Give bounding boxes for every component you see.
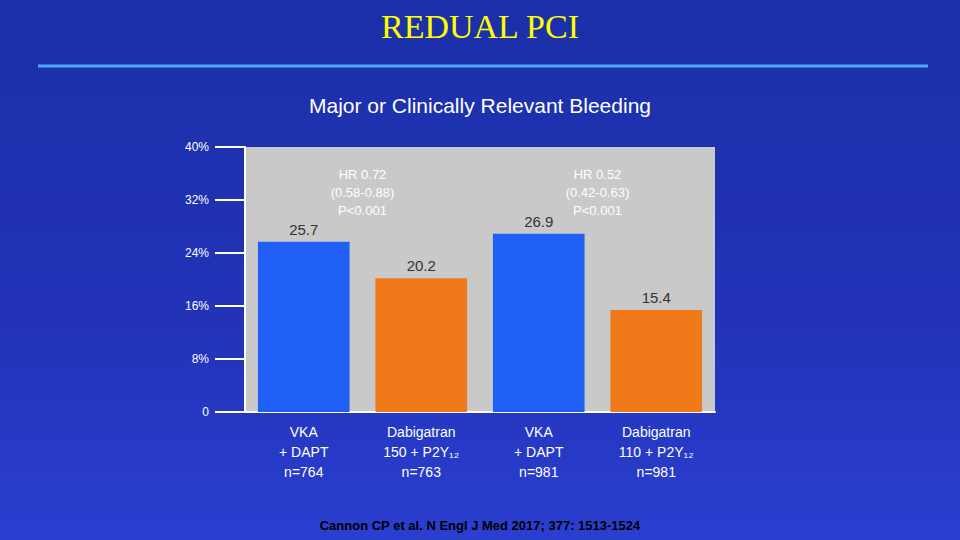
svg-text:REDUAL PCI: REDUAL PCI (381, 8, 579, 45)
svg-text:HR 0.52: HR 0.52 (574, 167, 622, 182)
svg-text:n=763: n=763 (402, 464, 442, 480)
svg-text:32%: 32% (185, 193, 209, 207)
svg-text:HR 0.72: HR 0.72 (339, 167, 387, 182)
svg-text:+ DAPT: + DAPT (514, 444, 564, 460)
svg-text:Dabigatran: Dabigatran (387, 424, 456, 440)
svg-text:(0.42-0.63): (0.42-0.63) (566, 185, 630, 200)
svg-text:n=981: n=981 (637, 464, 677, 480)
svg-text:16%: 16% (185, 299, 209, 313)
svg-text:24%: 24% (185, 246, 209, 260)
svg-text:+ DAPT: + DAPT (279, 444, 329, 460)
svg-text:n=981: n=981 (519, 464, 559, 480)
svg-text:20.2: 20.2 (407, 257, 436, 274)
svg-text:n=764: n=764 (284, 464, 324, 480)
svg-text:25.7: 25.7 (289, 221, 318, 238)
svg-text:VKA: VKA (525, 424, 554, 440)
svg-text:VKA: VKA (290, 424, 319, 440)
svg-text:110 + P2Y₁₂: 110 + P2Y₁₂ (619, 444, 694, 460)
svg-text:150 + P2Y₁₂: 150 + P2Y₁₂ (383, 444, 459, 460)
svg-text:0: 0 (202, 405, 209, 419)
svg-text:(0.58-0.88): (0.58-0.88) (331, 185, 395, 200)
svg-text:Cannon CP et al. N Engl J Med: Cannon CP et al. N Engl J Med 2017; 377:… (320, 518, 641, 533)
svg-text:Major or Clinically Relevant B: Major or Clinically Relevant Bleeding (309, 94, 651, 117)
svg-text:26.9: 26.9 (524, 213, 553, 230)
svg-text:40%: 40% (185, 140, 209, 154)
svg-text:P<0.001: P<0.001 (338, 203, 387, 218)
svg-text:Dabigatran: Dabigatran (622, 424, 691, 440)
svg-text:8%: 8% (192, 352, 210, 366)
svg-text:15.4: 15.4 (642, 289, 671, 306)
svg-text:P<0.001: P<0.001 (573, 203, 622, 218)
